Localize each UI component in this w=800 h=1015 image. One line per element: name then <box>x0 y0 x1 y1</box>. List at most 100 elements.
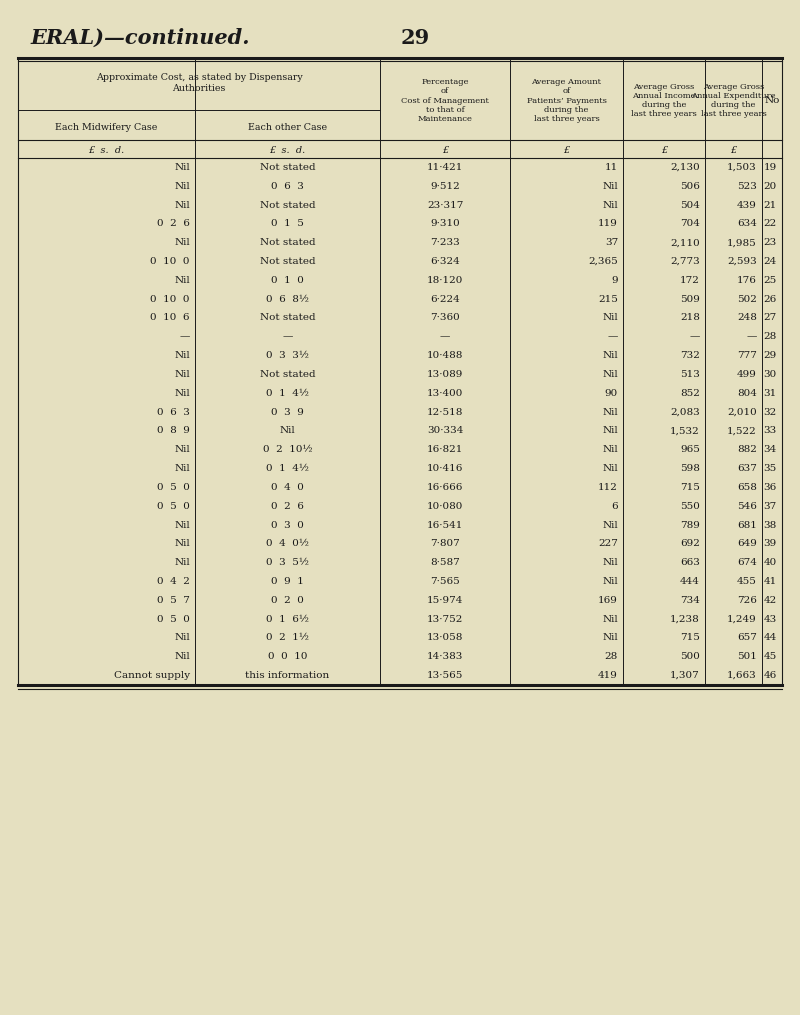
Text: Average Amount
of
Patients’ Payments
during the
last three years: Average Amount of Patients’ Payments dur… <box>526 78 606 123</box>
Text: 523: 523 <box>737 182 757 191</box>
Text: Percentage
of
Cost of Management
to that of
Maintenance: Percentage of Cost of Management to that… <box>401 78 489 123</box>
Text: 26: 26 <box>764 294 777 303</box>
Text: 16·541: 16·541 <box>427 521 463 530</box>
Text: 0  10  6: 0 10 6 <box>150 314 190 323</box>
Text: 30: 30 <box>764 369 777 379</box>
Text: 13·058: 13·058 <box>427 633 463 642</box>
Text: Each Midwifery Case: Each Midwifery Case <box>55 123 158 132</box>
Text: 0  10  0: 0 10 0 <box>150 294 190 303</box>
Text: 455: 455 <box>737 577 757 586</box>
Text: 0  1  0: 0 1 0 <box>271 276 304 285</box>
Text: 7·233: 7·233 <box>430 239 460 248</box>
Text: 40: 40 <box>764 558 777 567</box>
Text: 0  6  3: 0 6 3 <box>271 182 304 191</box>
Text: Nil: Nil <box>174 201 190 209</box>
Text: Nil: Nil <box>280 426 295 435</box>
Text: £  s.  d.: £ s. d. <box>270 145 306 154</box>
Text: 0  3  0: 0 3 0 <box>271 521 304 530</box>
Text: —: — <box>180 332 190 341</box>
Text: 2,365: 2,365 <box>588 257 618 266</box>
Text: 0  5  0: 0 5 0 <box>157 483 190 492</box>
Text: 16·821: 16·821 <box>427 446 463 455</box>
Text: Nil: Nil <box>602 464 618 473</box>
Text: 10·080: 10·080 <box>427 501 463 511</box>
Text: £: £ <box>730 145 737 154</box>
Text: 31: 31 <box>764 389 777 398</box>
Text: 657: 657 <box>737 633 757 642</box>
Text: 19: 19 <box>764 163 777 172</box>
Text: 172: 172 <box>680 276 700 285</box>
Text: 681: 681 <box>737 521 757 530</box>
Text: 13·565: 13·565 <box>427 671 463 680</box>
Text: —: — <box>282 332 293 341</box>
Text: 42: 42 <box>764 596 777 605</box>
Text: 9·310: 9·310 <box>430 219 460 228</box>
Text: 734: 734 <box>680 596 700 605</box>
Text: 16·666: 16·666 <box>427 483 463 492</box>
Text: 0  1  6½: 0 1 6½ <box>266 615 309 623</box>
Text: Nil: Nil <box>174 633 190 642</box>
Text: 692: 692 <box>680 539 700 548</box>
Text: 658: 658 <box>737 483 757 492</box>
Text: 12·518: 12·518 <box>427 408 463 416</box>
Text: 18·120: 18·120 <box>427 276 463 285</box>
Text: 2,773: 2,773 <box>670 257 700 266</box>
Text: Nil: Nil <box>602 201 618 209</box>
Text: 0  5  0: 0 5 0 <box>157 615 190 623</box>
Text: 0  4  0: 0 4 0 <box>271 483 304 492</box>
Text: 7·807: 7·807 <box>430 539 460 548</box>
Text: 11·421: 11·421 <box>427 163 463 172</box>
Text: 43: 43 <box>764 615 777 623</box>
Text: Nil: Nil <box>602 351 618 360</box>
Text: Nil: Nil <box>174 539 190 548</box>
Text: 1,503: 1,503 <box>727 163 757 172</box>
Text: 14·383: 14·383 <box>427 653 463 661</box>
Text: 704: 704 <box>680 219 700 228</box>
Text: 852: 852 <box>680 389 700 398</box>
Text: 23·317: 23·317 <box>427 201 463 209</box>
Text: 9: 9 <box>611 276 618 285</box>
Text: 726: 726 <box>737 596 757 605</box>
Text: 0  6  3: 0 6 3 <box>157 408 190 416</box>
Text: Nil: Nil <box>174 446 190 455</box>
Text: 7·565: 7·565 <box>430 577 460 586</box>
Text: 0  4  2: 0 4 2 <box>157 577 190 586</box>
Text: 13·752: 13·752 <box>427 615 463 623</box>
Text: 8·587: 8·587 <box>430 558 460 567</box>
Text: Nil: Nil <box>602 426 618 435</box>
Text: Approximate Cost, as stated by Dispensary
Authorities: Approximate Cost, as stated by Dispensar… <box>96 73 302 92</box>
Text: 0  10  0: 0 10 0 <box>150 257 190 266</box>
Text: 248: 248 <box>737 314 757 323</box>
Text: 2,593: 2,593 <box>727 257 757 266</box>
Text: 10·416: 10·416 <box>427 464 463 473</box>
Text: Not stated: Not stated <box>260 369 315 379</box>
Text: 419: 419 <box>598 671 618 680</box>
Text: 33: 33 <box>764 426 777 435</box>
Text: 634: 634 <box>737 219 757 228</box>
Text: 732: 732 <box>680 351 700 360</box>
Text: Not stated: Not stated <box>260 314 315 323</box>
Text: Not stated: Not stated <box>260 257 315 266</box>
Text: 11: 11 <box>605 163 618 172</box>
Text: 0  8  9: 0 8 9 <box>157 426 190 435</box>
Text: 24: 24 <box>764 257 777 266</box>
Text: 882: 882 <box>737 446 757 455</box>
Text: 45: 45 <box>764 653 777 661</box>
Text: 500: 500 <box>680 653 700 661</box>
Text: Nil: Nil <box>174 653 190 661</box>
Text: 777: 777 <box>737 351 757 360</box>
Text: 1,238: 1,238 <box>670 615 700 623</box>
Text: 0  0  10: 0 0 10 <box>268 653 307 661</box>
Text: 1,663: 1,663 <box>727 671 757 680</box>
Text: 29: 29 <box>764 351 777 360</box>
Text: Nil: Nil <box>174 351 190 360</box>
Text: 10·488: 10·488 <box>427 351 463 360</box>
Text: 9·512: 9·512 <box>430 182 460 191</box>
Text: 218: 218 <box>680 314 700 323</box>
Text: 0  2  1½: 0 2 1½ <box>266 633 309 642</box>
Text: 21: 21 <box>764 201 777 209</box>
Text: 46: 46 <box>764 671 777 680</box>
Text: 119: 119 <box>598 219 618 228</box>
Text: 0  4  0½: 0 4 0½ <box>266 539 309 548</box>
Text: 28: 28 <box>764 332 777 341</box>
